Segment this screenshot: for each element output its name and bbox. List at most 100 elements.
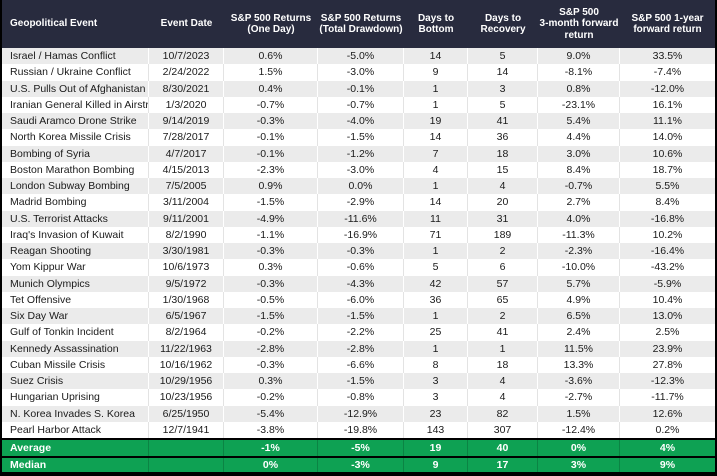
value-cell: 57: [468, 275, 538, 292]
column-header-line: 3-month forward: [539, 18, 619, 30]
value-cell: -0.7%: [224, 96, 318, 113]
value-cell: 5: [468, 96, 538, 113]
summary-value-cell: 19: [404, 440, 468, 456]
value-cell: 13.3%: [538, 356, 620, 373]
value-cell: 9/14/2019: [149, 113, 224, 130]
value-cell: 0.3%: [224, 373, 318, 390]
value-cell: -5.0%: [318, 48, 404, 65]
value-cell: 9: [404, 64, 468, 81]
value-cell: -2.3%: [224, 161, 318, 178]
value-cell: 71: [404, 226, 468, 243]
value-cell: -16.9%: [318, 226, 404, 243]
column-header-line: Recovery: [480, 24, 526, 35]
value-cell: 13.0%: [652, 310, 683, 323]
value-cell: -0.1%: [224, 145, 318, 162]
summary-value-cell: [149, 458, 224, 472]
value-cell: 8: [404, 356, 468, 373]
value-cell: -3.0%: [318, 64, 404, 81]
summary-value-cell: 40: [468, 440, 538, 456]
value-cell: -16.4%: [650, 245, 685, 258]
value-cell: 41: [468, 113, 538, 130]
summary-value-cell: -1%: [224, 440, 318, 456]
value-cell: 3/30/1981: [149, 243, 224, 260]
value-cell: 3.0%: [538, 145, 620, 162]
value-cell: 3: [404, 389, 468, 406]
column-header-line: Event Date: [160, 18, 213, 30]
value-cell: 23.9%: [652, 342, 683, 355]
column-header-line: return: [564, 29, 594, 41]
value-cell: 4/15/2013: [149, 161, 224, 178]
value-cell: -0.1%: [224, 129, 318, 146]
column-header-fwd_1y: S&P 500 1-year forward return: [620, 0, 715, 48]
event-name-cell: Tet Offensive: [2, 291, 149, 308]
value-cell: 8.4%: [538, 161, 620, 178]
table-row: North Korea Missile Crisis 7/28/2017 -0.1%…: [2, 129, 715, 146]
value-cell: -6.0%: [318, 291, 404, 308]
value-cell: 4.4%: [538, 129, 620, 146]
value-cell: -10.0%: [538, 259, 620, 276]
value-cell: 2/24/2022: [149, 64, 224, 81]
value-cell: 1: [404, 178, 468, 195]
value-cell: -1.5%: [224, 194, 318, 211]
value-cell: 0.2%: [655, 423, 680, 436]
value-cell: 36: [404, 291, 468, 308]
table-row: Suez Crisis 10/29/1956 0.3% -1.5% 3 4 -3.6% -12…: [2, 373, 715, 390]
summary-separator: [2, 456, 715, 458]
value-cell: 9/5/1972: [149, 275, 224, 292]
value-cell: 0.9%: [224, 178, 318, 195]
value-cell: 25: [404, 324, 468, 341]
event-name-cell: London Subway Bombing: [2, 178, 149, 195]
value-cell: -2.2%: [318, 324, 404, 341]
value-cell: 18.7%: [652, 163, 683, 176]
value-cell: 12.6%: [652, 407, 683, 420]
value-cell: 6.5%: [538, 308, 620, 325]
value-cell: -12.4%: [538, 421, 620, 438]
value-cell: -2.8%: [224, 340, 318, 357]
value-cell: 5.5%: [655, 180, 680, 193]
value-cell: 14: [404, 194, 468, 211]
value-cell: 6: [468, 259, 538, 276]
table-row: Yom Kippur War 10/6/1973 0.3% -0.6% 5 6 -10.0%…: [2, 259, 715, 276]
column-header-line: (One Day): [247, 24, 295, 35]
value-cell: -1.5%: [318, 308, 404, 325]
value-cell: 31: [468, 210, 538, 227]
event-name-cell: Cuban Missile Crisis: [2, 356, 149, 373]
value-cell: 1/3/2020: [149, 96, 224, 113]
column-header-event: Geopolitical Event: [2, 0, 149, 48]
value-cell: 189: [468, 226, 538, 243]
column-header-one_day: S&P 500 Returns (One Day): [224, 0, 318, 48]
summary-separator: [2, 438, 715, 440]
value-cell: 82: [468, 405, 538, 422]
value-cell: -5.4%: [224, 405, 318, 422]
value-cell: -4.0%: [318, 113, 404, 130]
value-cell: 5: [468, 48, 538, 65]
value-cell: -5.9%: [653, 277, 682, 290]
summary-row-median: Median 0% -3% 9 17 3% 9%: [2, 458, 715, 472]
summary-value-cell: 0%: [224, 458, 318, 472]
value-cell: 18: [468, 356, 538, 373]
event-name-cell: Madrid Bombing: [2, 194, 149, 211]
event-name-cell: Suez Crisis: [2, 373, 149, 390]
table-row: Tet Offensive 1/30/1968 -0.5% -6.0% 36 65 4.9%…: [2, 291, 715, 308]
value-cell: -4.9%: [224, 210, 318, 227]
value-cell: 1.5%: [538, 405, 620, 422]
table-row: Hungarian Uprising 10/23/1956 -0.2% -0.8% 3 4…: [2, 389, 715, 406]
table-row: Munich Olympics 9/5/1972 -0.3% -4.3% 42 57 5.7…: [2, 275, 715, 292]
value-cell: 0.4%: [224, 80, 318, 97]
value-cell: 18: [468, 145, 538, 162]
value-cell: 16.1%: [652, 98, 683, 111]
table-header-row: Geopolitical Event Event Date S&P 500 Retu…: [2, 0, 715, 48]
value-cell: -0.3%: [224, 243, 318, 260]
table-row: Saudi Aramco Drone Strike 9/14/2019 -0.3% -…: [2, 113, 715, 130]
value-cell: 15: [468, 161, 538, 178]
value-cell: -12.3%: [650, 375, 685, 388]
value-cell: -0.6%: [318, 259, 404, 276]
event-name-cell: Munich Olympics: [2, 275, 149, 292]
table-row: Pearl Harbor Attack 12/7/1941 -3.8% -19.8% 1…: [2, 421, 715, 438]
column-header-line: (Total Drawdown): [319, 24, 403, 35]
value-cell: 1: [404, 308, 468, 325]
value-cell: -7.4%: [653, 66, 682, 79]
value-cell: -0.1%: [318, 80, 404, 97]
table-body: Israel / Hamas Conflict 10/7/2023 0.6% -5.0…: [2, 48, 715, 438]
